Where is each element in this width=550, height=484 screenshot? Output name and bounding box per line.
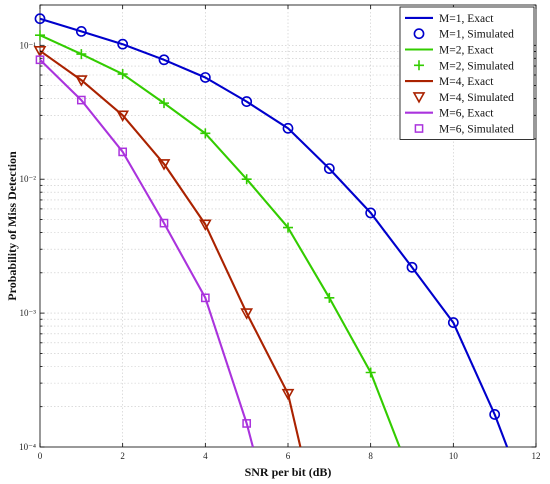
series-line <box>39 17 509 448</box>
data-point <box>75 26 87 37</box>
legend-label: M=2, Exact <box>439 45 494 57</box>
legend-label: M=6, Simulated <box>439 124 514 136</box>
legend-label: M=1, Simulated <box>439 29 514 41</box>
data-point <box>281 388 295 401</box>
data-point <box>200 128 211 139</box>
legend-label: M=4, Simulated <box>439 92 514 104</box>
data-point <box>323 163 335 175</box>
data-point <box>118 147 128 157</box>
data-point <box>198 219 212 232</box>
series-line <box>39 49 302 448</box>
series-line <box>39 34 401 448</box>
data-point <box>283 222 293 233</box>
data-point <box>240 308 254 320</box>
data-point <box>365 367 376 378</box>
legend-label: M=1, Exact <box>439 13 494 25</box>
data-point <box>34 13 46 25</box>
data-point <box>76 49 87 60</box>
y-tick-label: 10⁻⁴ <box>19 442 36 452</box>
data-point <box>412 92 426 104</box>
y-axis-title: Probability of Miss Detection <box>5 151 19 301</box>
x-tick-label: 4 <box>203 451 208 461</box>
data-point <box>159 218 169 228</box>
legend-label: M=2, Simulated <box>439 60 514 72</box>
x-tick-label: 2 <box>120 451 125 461</box>
data-point <box>489 409 501 420</box>
x-axis-title: SNR per bit (dB) <box>245 465 332 479</box>
data-point <box>157 159 171 171</box>
x-tick-label: 12 <box>532 451 541 461</box>
data-point <box>159 98 169 109</box>
data-point <box>35 30 45 41</box>
data-point <box>158 54 170 66</box>
y-tick-label: 10⁻¹ <box>20 40 37 50</box>
data-point <box>414 60 424 71</box>
data-point <box>447 317 459 328</box>
data-point <box>74 75 88 87</box>
data-point <box>282 122 294 134</box>
data-point <box>324 292 335 303</box>
legend-box <box>399 6 535 140</box>
x-tick-label: 10 <box>449 451 459 461</box>
data-point <box>242 419 252 428</box>
x-axis-ticks: 0 2 4 6 8 10 12 <box>38 5 541 461</box>
x-tick-label: 0 <box>38 451 43 461</box>
data-point <box>35 55 45 65</box>
y-tick-label: 10⁻³ <box>20 308 37 318</box>
series-line <box>39 59 254 448</box>
legend: M=1, Exact M=1, Simulated M=2, Exact M=2, S… <box>399 6 535 140</box>
x-tick-label: 6 <box>286 451 291 461</box>
data-point <box>413 28 425 40</box>
data-point <box>241 174 252 185</box>
data-series <box>33 13 509 448</box>
legend-label: M=6, Exact <box>439 108 494 120</box>
data-point <box>241 96 253 107</box>
data-point <box>117 38 129 50</box>
x-tick-label: 8 <box>368 451 373 461</box>
data-point <box>365 207 377 219</box>
data-point <box>116 110 130 122</box>
data-point <box>406 261 418 273</box>
data-point <box>76 95 86 105</box>
data-point <box>414 124 424 133</box>
data-point <box>199 72 211 83</box>
legend-label: M=4, Exact <box>439 76 494 88</box>
y-tick-label: 10⁻² <box>20 174 37 184</box>
data-point <box>117 69 128 80</box>
data-point <box>200 293 210 303</box>
